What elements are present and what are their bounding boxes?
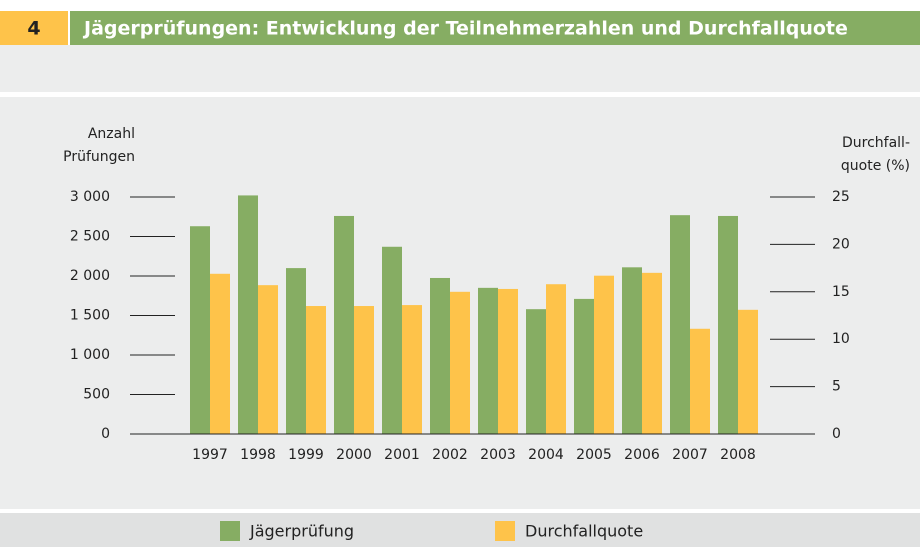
legend-label: Jägerprüfung <box>249 522 354 541</box>
legend-swatch <box>495 521 515 541</box>
y-tick-label: 1 000 <box>70 347 110 363</box>
x-tick-label: 2001 <box>384 447 420 463</box>
legend-label: Durchfallquote <box>525 522 643 541</box>
y-tick-label: 2 000 <box>70 268 110 284</box>
bar <box>690 328 710 434</box>
x-tick-label: 1997 <box>192 447 228 463</box>
y2-axis-label: Durchfall- <box>842 135 910 151</box>
bar <box>354 306 374 434</box>
y-tick-label: 500 <box>83 387 110 403</box>
y-tick-label: 2 500 <box>70 229 110 245</box>
bar <box>450 291 470 434</box>
bar <box>526 309 546 434</box>
x-tick-label: 2008 <box>720 447 756 463</box>
x-tick-label: 2005 <box>576 447 612 463</box>
chart-number: 4 <box>27 18 40 40</box>
x-tick-label: 2007 <box>672 447 708 463</box>
y-tick-label: 3 000 <box>70 189 110 205</box>
title-bar <box>70 11 920 45</box>
legend-band <box>0 513 920 547</box>
subtitle-band <box>0 45 920 92</box>
bar <box>574 298 594 434</box>
y-axis-label: Prüfungen <box>63 149 135 165</box>
y2-tick-label: 10 <box>832 331 850 347</box>
bar <box>498 288 518 434</box>
y-tick-label: 0 <box>101 426 110 442</box>
y2-tick-label: 0 <box>832 426 841 442</box>
bar <box>402 305 422 434</box>
x-tick-label: 2004 <box>528 447 564 463</box>
bar <box>334 215 354 434</box>
bar <box>258 285 278 434</box>
y-axis-label: Anzahl <box>88 126 135 142</box>
bar <box>382 246 402 434</box>
bar <box>286 268 306 434</box>
bar <box>594 275 614 434</box>
bar <box>718 215 738 434</box>
bar <box>306 306 326 434</box>
y-tick-label: 1 500 <box>70 308 110 324</box>
bar <box>622 267 642 434</box>
y2-axis-label: quote (%) <box>841 158 910 174</box>
x-tick-label: 2000 <box>336 447 372 463</box>
bar <box>210 273 230 434</box>
bar <box>478 287 498 434</box>
x-tick-label: 2006 <box>624 447 660 463</box>
bar <box>190 226 210 434</box>
bar <box>238 195 258 434</box>
bar <box>546 284 566 434</box>
bar <box>430 277 450 434</box>
bar <box>738 309 758 434</box>
bar <box>642 272 662 434</box>
y2-tick-label: 20 <box>832 236 850 252</box>
y2-tick-label: 5 <box>832 379 841 395</box>
legend-swatch <box>220 521 240 541</box>
y2-tick-label: 15 <box>832 284 850 300</box>
bar <box>670 215 690 434</box>
x-tick-label: 1998 <box>240 447 276 463</box>
number-box <box>0 11 68 45</box>
x-tick-label: 1999 <box>288 447 324 463</box>
chart-title: Jägerprüfungen: Entwicklung der Teilnehm… <box>82 18 848 40</box>
y2-tick-label: 25 <box>832 189 850 205</box>
x-tick-label: 2003 <box>480 447 516 463</box>
x-tick-label: 2002 <box>432 447 468 463</box>
